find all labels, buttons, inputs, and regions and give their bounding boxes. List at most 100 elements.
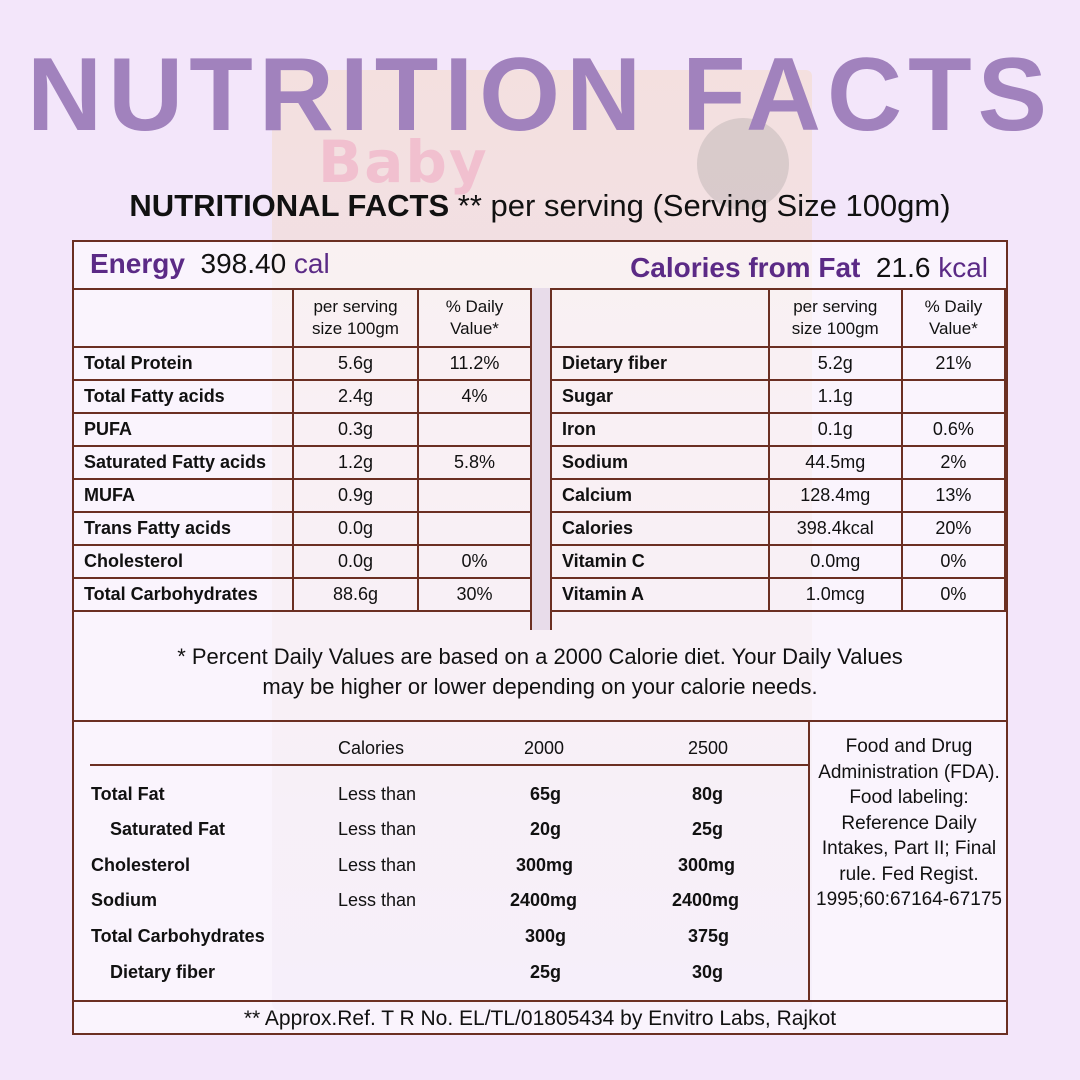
right-nutrient-table: per serving size 100gm % Daily Value* Di… <box>550 288 1007 612</box>
table-row: Calcium 128.4mg 13% <box>550 478 1007 513</box>
ref-row-v2: 25g <box>692 819 724 839</box>
table-header-cell: % Daily Value* <box>900 288 1007 348</box>
table-row: Cholesterol 0.0g 0% <box>72 544 532 579</box>
ref-row-name: Total Carbohydrates <box>91 926 265 946</box>
nutrient-name: Calories <box>550 511 770 546</box>
table-row: Iron 0.1g 0.6% <box>550 412 1007 447</box>
nutrient-dv <box>417 412 532 447</box>
nutrient-amount: 0.1g <box>767 412 903 447</box>
section-divider <box>74 720 1006 722</box>
nutrition-panel: Energy 398.40 cal Calories from Fat 21.6… <box>72 240 1008 1035</box>
page-title: NUTRITION FACTS <box>27 37 1053 153</box>
daily-value-note: * Percent Daily Values are based on a 20… <box>74 642 1006 702</box>
calories-from-fat-value: 21.6 <box>875 252 931 283</box>
ref-row-v2: 2400mg <box>672 890 740 910</box>
nutrient-dv: 0% <box>417 544 532 579</box>
nutrient-dv <box>417 478 532 513</box>
table-row: Total Carbohydrates 88.6g 30% <box>72 577 532 612</box>
nutrient-dv <box>900 379 1007 414</box>
energy-value: 398.40 <box>200 248 287 279</box>
nutrient-amount: 88.6g <box>292 577 419 612</box>
nutrient-amount: 0.0g <box>292 544 419 579</box>
nutrient-dv: 5.8% <box>417 445 532 480</box>
ref-row-v2: 300mg <box>678 855 736 875</box>
ref-row-name: Sodium <box>91 890 157 910</box>
ref-row-cond: Less than <box>338 890 417 910</box>
nutrient-name: Saturated Fatty acids <box>72 445 294 480</box>
table-row: Sugar 1.1g <box>550 379 1007 414</box>
table-header-row: per serving size 100gm % Daily Value* <box>550 288 1007 348</box>
energy-label: Energy <box>90 248 185 279</box>
table-header-cell: per serving size 100gm <box>292 288 419 348</box>
serving-subtitle: NUTRITIONAL FACTS ** per serving (Servin… <box>0 188 1080 224</box>
ref-row-v1: 20g <box>530 819 562 839</box>
nutrient-amount: 44.5mg <box>767 445 903 480</box>
calories-from-fat-label: Calories from Fat <box>630 252 861 283</box>
calories-from-fat-block: Calories from Fat 21.6 kcal <box>630 252 988 284</box>
table-header-cell <box>550 288 770 348</box>
table-header-cell: % Daily Value* <box>417 288 532 348</box>
nutrient-dv: 0% <box>900 544 1007 579</box>
nutrient-dv: 30% <box>417 577 532 612</box>
nutrient-dv: 0% <box>900 577 1007 612</box>
nutrient-amount: 5.6g <box>292 346 419 381</box>
column-divider <box>530 288 552 630</box>
ref-row-v1: 300mg <box>516 855 574 875</box>
table-header-cell <box>72 288 294 348</box>
ref-row-cond: Less than <box>338 784 417 804</box>
ref-row-v2: 30g <box>692 962 724 982</box>
nutrient-dv: 2% <box>900 445 1007 480</box>
ref-header-2000: 2000 <box>524 738 565 758</box>
subtitle-rest: ** per serving (Serving Size 100gm) <box>449 188 951 223</box>
lab-reference-footer: ** Approx.Ref. T R No. EL/TL/01805434 by… <box>74 1000 1006 1035</box>
ayurvedic-badge-icon <box>697 118 789 210</box>
subtitle-bold: NUTRITIONAL FACTS <box>129 188 450 223</box>
energy-unit: cal <box>293 248 330 279</box>
nutrient-dv: 0.6% <box>900 412 1007 447</box>
calories-from-fat-unit: kcal <box>938 252 988 283</box>
left-nutrient-table: per serving size 100gm % Daily Value* To… <box>72 288 532 612</box>
ref-row-v1: 65g <box>530 784 562 804</box>
brand-logo-faded: Baby <box>318 128 489 196</box>
table-row: Calories 398.4kcal 20% <box>550 511 1007 546</box>
nutrient-amount: 1.0mcg <box>767 577 903 612</box>
nutrient-amount: 0.9g <box>292 478 419 513</box>
nutrient-amount: 128.4mg <box>767 478 903 513</box>
ref-row-cond: Less than <box>338 855 417 875</box>
nutrient-dv: 13% <box>900 478 1007 513</box>
nutrient-dv: 20% <box>900 511 1007 546</box>
table-row: Dietary fiber 5.2g 21% <box>550 346 1007 381</box>
table-row: Saturated Fatty acids 1.2g 5.8% <box>72 445 532 480</box>
table-row: Vitamin A 1.0mcg 0% <box>550 577 1007 612</box>
ref-row-v1: 25g <box>530 962 562 982</box>
nutrient-name: Sugar <box>550 379 770 414</box>
nutrient-name: Total Protein <box>72 346 294 381</box>
table-row: Sodium 44.5mg 2% <box>550 445 1007 480</box>
table-row: PUFA 0.3g <box>72 412 532 447</box>
nutrient-name: Dietary fiber <box>550 346 770 381</box>
nutrient-name: Trans Fatty acids <box>72 511 294 546</box>
table-row: Total Fatty acids 2.4g 4% <box>72 379 532 414</box>
table-header-row: per serving size 100gm % Daily Value* <box>72 288 532 348</box>
nutrient-name: MUFA <box>72 478 294 513</box>
table-row: Vitamin C 0.0mg 0% <box>550 544 1007 579</box>
ref-row-v2: 375g <box>688 926 730 946</box>
ref-row-name: Saturated Fat <box>110 819 226 839</box>
nutrient-name: Iron <box>550 412 770 447</box>
nutrient-amount: 0.3g <box>292 412 419 447</box>
nutrient-name: Total Carbohydrates <box>72 577 294 612</box>
table-row: Trans Fatty acids 0.0g <box>72 511 532 546</box>
nutrient-name: Cholesterol <box>72 544 294 579</box>
nutrient-dv: 4% <box>417 379 532 414</box>
reference-table: Calories 2000 2500 Total Fat Less than 6… <box>74 722 808 1000</box>
ref-row-v2: 80g <box>692 784 724 804</box>
ref-row-v1: 300g <box>525 926 567 946</box>
ref-header-divider <box>90 764 808 766</box>
nutrient-amount: 0.0g <box>292 511 419 546</box>
ref-row-v1: 2400mg <box>510 890 578 910</box>
nutrient-amount: 2.4g <box>292 379 419 414</box>
nutrient-name: Sodium <box>550 445 770 480</box>
note-line: may be higher or lower depending on your… <box>262 674 818 699</box>
nutrient-amount: 1.2g <box>292 445 419 480</box>
table-row: MUFA 0.9g <box>72 478 532 513</box>
